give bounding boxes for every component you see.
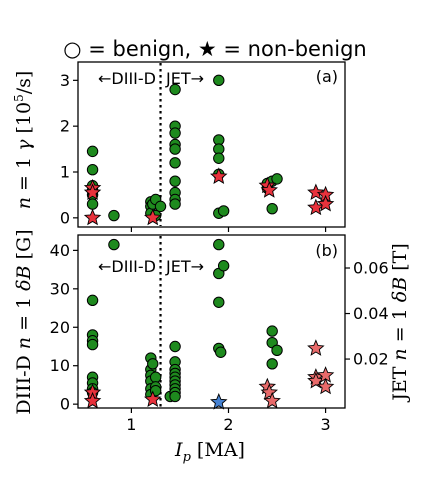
panel-a-nonbenign-point xyxy=(316,194,335,212)
panel-b-ytick-label: 30 xyxy=(50,279,70,298)
panel-a-benign-point xyxy=(169,198,181,210)
panel-b-nonbenign-point xyxy=(83,391,102,409)
panel-b-ytick-label: 40 xyxy=(50,241,70,260)
panel-a-benign-point xyxy=(169,83,181,96)
panel-b: ←DIII-D JET→ (b) 1 2 30102030400.020.040.0… xyxy=(13,229,411,434)
panel-b-ytick-label: 10 xyxy=(50,356,70,375)
panel-b-nonbenign-point xyxy=(307,339,325,356)
panel-a-label: (a) xyxy=(316,67,338,86)
panel-b-benign-point xyxy=(271,344,283,357)
panel-a-benign-point xyxy=(266,202,278,215)
panel-a-marks xyxy=(83,74,335,226)
panel-a-benign-point xyxy=(217,205,230,217)
panel-b-benign-point xyxy=(86,338,99,351)
panel-b-benign-point xyxy=(149,371,162,383)
panel-a-benign-point xyxy=(213,74,225,87)
panel-b-xtick-label: 1 xyxy=(126,415,136,434)
panel-a-benign-point xyxy=(169,127,181,139)
panel-a-benign-point xyxy=(154,200,167,213)
panel-b-nonbenign-point xyxy=(144,390,162,407)
panel-b-benign-point xyxy=(169,340,181,353)
panel-a-region-right: JET→ xyxy=(165,69,204,88)
panel-a: ←DIII-D JET→ (a) 0 1 2 3 n = 1 γ [105/s] xyxy=(12,61,346,232)
panel-b-benign-point xyxy=(266,325,278,337)
panel-b-ylabel: DIII-D n = 1 δB [G] xyxy=(13,229,35,414)
panel-b-label: (b) xyxy=(315,241,338,260)
panel-a-nonbenign-point xyxy=(210,167,228,185)
panel-b-xtick-label: 2 xyxy=(223,415,233,434)
panel-a-ytick-label: 1 xyxy=(60,163,70,182)
panel-b-nonbenign-point xyxy=(210,393,228,410)
legend-text: ○ = benign, ★ = non-benign xyxy=(63,37,367,61)
panel-b-benign-point xyxy=(86,294,99,307)
panel-b-benign-point xyxy=(108,238,120,251)
panel-a-benign-point xyxy=(108,209,120,222)
panel-a-ytick-label: 3 xyxy=(60,71,70,90)
panel-b-y2tick-label: 0.06 xyxy=(353,259,389,278)
x-axis-label: Ip [MA] xyxy=(174,439,245,465)
panel-a-benign-point xyxy=(169,157,181,169)
panel-a-benign-point xyxy=(213,152,225,164)
panel-b-y2label: JET n = 1 δB [T] xyxy=(389,243,411,403)
panel-a-benign-point xyxy=(169,143,181,155)
panel-a-ticks: 0 1 2 3 xyxy=(60,71,327,232)
panel-b-nonbenign-point xyxy=(316,377,335,395)
panel-b-frame xyxy=(77,234,346,409)
panel-b-benign-point xyxy=(147,358,159,370)
panel-a-benign-point xyxy=(86,198,99,210)
panel-a-region-left: ←DIII-D xyxy=(98,69,156,88)
panel-a-benign-point xyxy=(271,173,283,185)
panel-b-benign-point xyxy=(215,346,227,358)
panel-b-nonbenign-point xyxy=(263,391,281,409)
panel-b-xtick-label: 3 xyxy=(320,415,330,434)
panel-b-benign-point xyxy=(213,296,225,308)
panel-b-benign-point xyxy=(217,260,230,272)
panel-a-nonbenign-point xyxy=(144,208,162,226)
panel-b-benign-point xyxy=(266,358,278,370)
panel-a-nonbenign-point xyxy=(83,208,102,226)
panel-a-nonbenign-point xyxy=(260,181,278,198)
panel-a-benign-point xyxy=(169,175,181,187)
panel-a-benign-point xyxy=(86,145,99,158)
panel-a-ytick-label: 0 xyxy=(60,208,70,227)
panel-b-ytick-label: 0 xyxy=(60,395,70,414)
panel-b-marks xyxy=(83,238,335,410)
panel-b-ytick-label: 20 xyxy=(50,318,70,337)
panel-b-benign-point xyxy=(169,390,181,403)
panel-a-ylabel: n = 1 γ [105/s] xyxy=(12,71,35,210)
panel-a-frame xyxy=(77,61,346,228)
panel-a-nonbenign-point xyxy=(307,183,325,201)
panel-b-region-right: JET→ xyxy=(165,257,204,276)
panel-b-benign-point xyxy=(213,238,225,251)
panel-a-benign-point xyxy=(86,164,99,176)
panel-a-nonbenign-point xyxy=(83,183,102,201)
panel-b-region-left: ←DIII-D xyxy=(98,257,156,276)
panel-b-y2tick-label: 0.04 xyxy=(353,304,389,323)
panel-b-y2tick-label: 0.02 xyxy=(353,350,389,369)
panel-a-ytick-label: 2 xyxy=(60,117,70,136)
